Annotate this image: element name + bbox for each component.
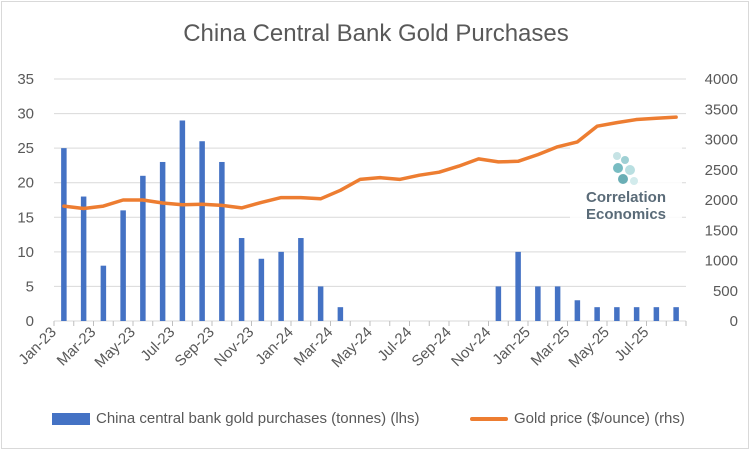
purchase-bar: [179, 120, 186, 321]
gold-price-line: [62, 115, 678, 211]
purchase-bar: [515, 251, 521, 321]
legend-swatch-gold-price: [470, 416, 508, 421]
x-tick-label: May-24: [328, 324, 375, 371]
purchase-bar: [633, 307, 640, 321]
y-right-tick-label: 2500: [705, 162, 738, 179]
y-left-tick-label: 10: [17, 244, 34, 261]
x-tick-label: May-23: [91, 324, 138, 371]
y-left-tick-label: 15: [17, 209, 34, 226]
y-left-tick-label: 25: [17, 140, 34, 157]
purchase-bar: [317, 286, 324, 321]
purchase-bar: [614, 307, 620, 321]
y-left-tick-label: 5: [26, 278, 34, 295]
purchase-bar: [199, 141, 205, 321]
chart-title: China Central Bank Gold Purchases: [183, 20, 569, 47]
purchase-bar: [673, 307, 679, 321]
purchase-bar: [337, 307, 344, 321]
watermark-line2: Economics: [585, 206, 667, 223]
y-right-tick-label: 1500: [705, 222, 738, 239]
legend-item-gold-price: Gold price ($/ounce) (rhs): [470, 410, 685, 427]
y-right-tick-label: 1000: [705, 253, 738, 270]
purchase-bar: [594, 307, 600, 321]
purchase-bar: [258, 258, 265, 321]
x-tick-label: Jul-25: [611, 324, 652, 365]
x-tick-label: Jan-24: [252, 324, 296, 368]
purchase-bar: [653, 307, 660, 321]
legend-swatch-purchases: [52, 412, 90, 425]
y-right-tick-label: 2000: [705, 192, 738, 209]
purchase-bar: [80, 196, 87, 321]
x-tick-label: Mar-25: [528, 324, 574, 370]
y-right-tick-label: 500: [713, 283, 738, 300]
y-right-tick-label: 0: [730, 313, 738, 330]
legend-label-gold-price: Gold price ($/ounce) (rhs): [514, 410, 685, 427]
y-left-tick-label: 0: [26, 313, 34, 330]
purchase-bar: [495, 286, 502, 321]
x-tick-label: Mar-23: [54, 324, 100, 370]
purchase-bar: [298, 238, 304, 321]
x-tick-label: Jan-25: [489, 324, 533, 368]
purchase-bar: [574, 300, 581, 321]
purchase-bar: [219, 161, 225, 321]
legend-item-purchases: China central bank gold purchases (tonne…: [52, 410, 420, 427]
y-left-tick-label: 20: [17, 175, 34, 192]
purchase-bar: [159, 161, 166, 321]
correlation-logo-icon: [613, 152, 638, 185]
watermark: Correlation Economics: [570, 146, 682, 242]
y-left-tick-label: 35: [17, 71, 34, 88]
watermark-line1: Correlation: [585, 189, 666, 206]
y-left-tick-label: 30: [17, 106, 34, 123]
x-tick-label: Mar-24: [291, 324, 337, 370]
purchase-bar: [140, 175, 146, 321]
purchase-bar: [238, 238, 245, 321]
purchase-bar: [100, 265, 107, 321]
legend-label-purchases: China central bank gold purchases (tonne…: [96, 410, 420, 427]
y-right-tick-label: 3500: [705, 101, 738, 118]
x-tick-label: May-25: [565, 324, 612, 371]
x-tick-label: Nov-24: [448, 324, 494, 370]
x-tick-label: Sep-24: [409, 324, 455, 370]
purchase-bar: [535, 286, 541, 321]
x-tick-label: Sep-23: [172, 324, 218, 370]
purchase-bar: [120, 210, 126, 321]
legend: China central bank gold purchases (tonne…: [0, 410, 752, 434]
y-right-tick-label: 4000: [705, 71, 738, 88]
y-right-tick-label: 3000: [705, 132, 738, 149]
purchase-bar: [278, 251, 284, 321]
purchase-bar: [554, 286, 561, 321]
x-tick-label: Jan-23: [15, 324, 59, 368]
x-tick-label: Nov-23: [211, 324, 257, 370]
purchase-bar: [61, 148, 67, 321]
